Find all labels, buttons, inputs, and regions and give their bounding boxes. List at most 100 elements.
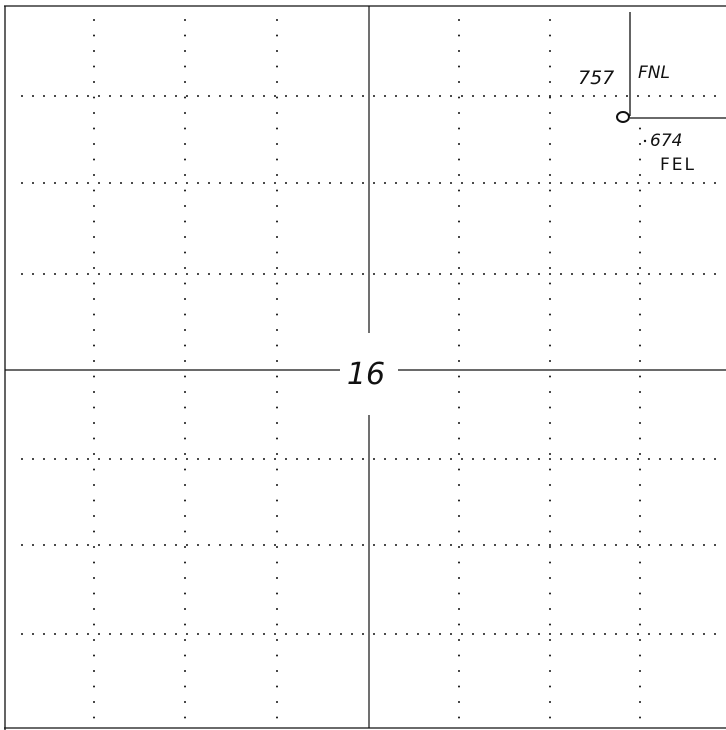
grid-dot bbox=[681, 544, 683, 546]
grid-dot bbox=[131, 633, 133, 635]
grid-dot bbox=[184, 127, 186, 130]
grid-dot bbox=[175, 458, 177, 460]
grid-dot bbox=[131, 182, 133, 184]
grid-dot bbox=[527, 182, 529, 184]
grid-dot bbox=[639, 654, 641, 657]
grid-dot bbox=[296, 182, 298, 184]
grid-dot bbox=[93, 530, 95, 533]
grid-dot bbox=[659, 182, 661, 184]
grid-dot bbox=[208, 273, 210, 275]
grid-dot bbox=[296, 458, 298, 460]
grid-dot bbox=[458, 391, 460, 393]
grid-dot bbox=[461, 182, 463, 184]
grid-dot bbox=[439, 544, 441, 546]
grid-dot bbox=[197, 95, 199, 97]
grid-dot bbox=[549, 127, 551, 130]
grid-dot bbox=[184, 220, 186, 223]
grid-dot bbox=[549, 344, 551, 347]
grid-dot bbox=[263, 95, 265, 97]
grid-dot bbox=[458, 360, 460, 362]
grid-dot bbox=[538, 273, 540, 275]
grid-dot bbox=[54, 182, 56, 184]
grid-dot bbox=[450, 95, 452, 97]
grid-dot bbox=[230, 95, 232, 97]
grid-dot bbox=[184, 158, 186, 161]
grid-dot bbox=[93, 499, 95, 502]
grid-dot bbox=[538, 544, 540, 546]
east-offset-reference: FEL bbox=[660, 155, 696, 175]
grid-dot bbox=[93, 670, 95, 672]
grid-dot bbox=[54, 544, 56, 546]
grid-dot bbox=[714, 95, 716, 97]
grid-dot bbox=[241, 458, 243, 460]
grid-dot bbox=[164, 273, 166, 275]
grid-dot bbox=[549, 561, 551, 564]
grid-dot bbox=[714, 633, 716, 635]
grid-dot bbox=[604, 633, 606, 635]
grid-dot bbox=[458, 437, 460, 440]
grid-dot bbox=[340, 544, 342, 546]
grid-dot bbox=[615, 273, 617, 275]
grid-dot bbox=[76, 95, 78, 97]
grid-dot bbox=[549, 530, 551, 533]
grid-dot bbox=[186, 458, 188, 460]
grid-dot bbox=[458, 608, 460, 610]
grid-dot bbox=[549, 95, 551, 97]
grid-dot bbox=[184, 515, 186, 517]
grid-dot bbox=[549, 182, 551, 184]
grid-dot bbox=[208, 95, 210, 97]
grid-dot bbox=[219, 95, 221, 97]
grid-dot bbox=[373, 458, 375, 460]
grid-dot bbox=[276, 81, 278, 83]
grid-dot bbox=[582, 458, 584, 460]
grid-dot bbox=[549, 251, 551, 254]
grid-dot bbox=[549, 81, 551, 83]
well-location-icon bbox=[616, 111, 630, 123]
grid-dot bbox=[458, 546, 460, 548]
grid-dot bbox=[93, 220, 95, 223]
east-offset-decimal-dot bbox=[643, 139, 647, 143]
grid-dot bbox=[639, 499, 641, 502]
grid-dot bbox=[626, 95, 628, 97]
grid-dot bbox=[32, 95, 34, 97]
grid-dot bbox=[98, 182, 100, 184]
grid-dot bbox=[230, 182, 232, 184]
grid-dot bbox=[549, 468, 551, 471]
grid-dot bbox=[208, 458, 210, 460]
grid-dot bbox=[458, 375, 460, 378]
grid-dot bbox=[637, 458, 639, 460]
north-offset-reference: FNL bbox=[638, 63, 670, 83]
grid-dot bbox=[184, 65, 186, 68]
grid-dot bbox=[241, 182, 243, 184]
grid-dot bbox=[458, 81, 460, 83]
grid-dot bbox=[175, 544, 177, 546]
grid-dot bbox=[93, 391, 95, 393]
grid-dot bbox=[439, 458, 441, 460]
grid-dot bbox=[208, 182, 210, 184]
grid-dot bbox=[582, 544, 584, 546]
grid-dot bbox=[276, 158, 278, 161]
grid-dot bbox=[87, 544, 89, 546]
grid-dot bbox=[109, 633, 111, 635]
grid-dot bbox=[153, 95, 155, 97]
grid-dot bbox=[175, 182, 177, 184]
grid-dot bbox=[615, 458, 617, 460]
grid-dot bbox=[208, 633, 210, 635]
grid-dot bbox=[639, 546, 641, 548]
grid-dot bbox=[458, 313, 460, 316]
grid-dot bbox=[458, 515, 460, 517]
grid-dot bbox=[76, 544, 78, 546]
grid-dot bbox=[296, 544, 298, 546]
grid-dot bbox=[252, 458, 254, 460]
grid-dot bbox=[219, 273, 221, 275]
grid-dot bbox=[93, 561, 95, 564]
grid-dot bbox=[626, 182, 628, 184]
grid-dot bbox=[648, 273, 650, 275]
grid-dot bbox=[582, 95, 584, 97]
grid-dot bbox=[276, 422, 278, 424]
grid-dot bbox=[659, 458, 661, 460]
grid-dot bbox=[458, 34, 460, 37]
grid-dot bbox=[458, 406, 460, 409]
grid-dot bbox=[93, 654, 95, 657]
grid-dot bbox=[93, 468, 95, 471]
